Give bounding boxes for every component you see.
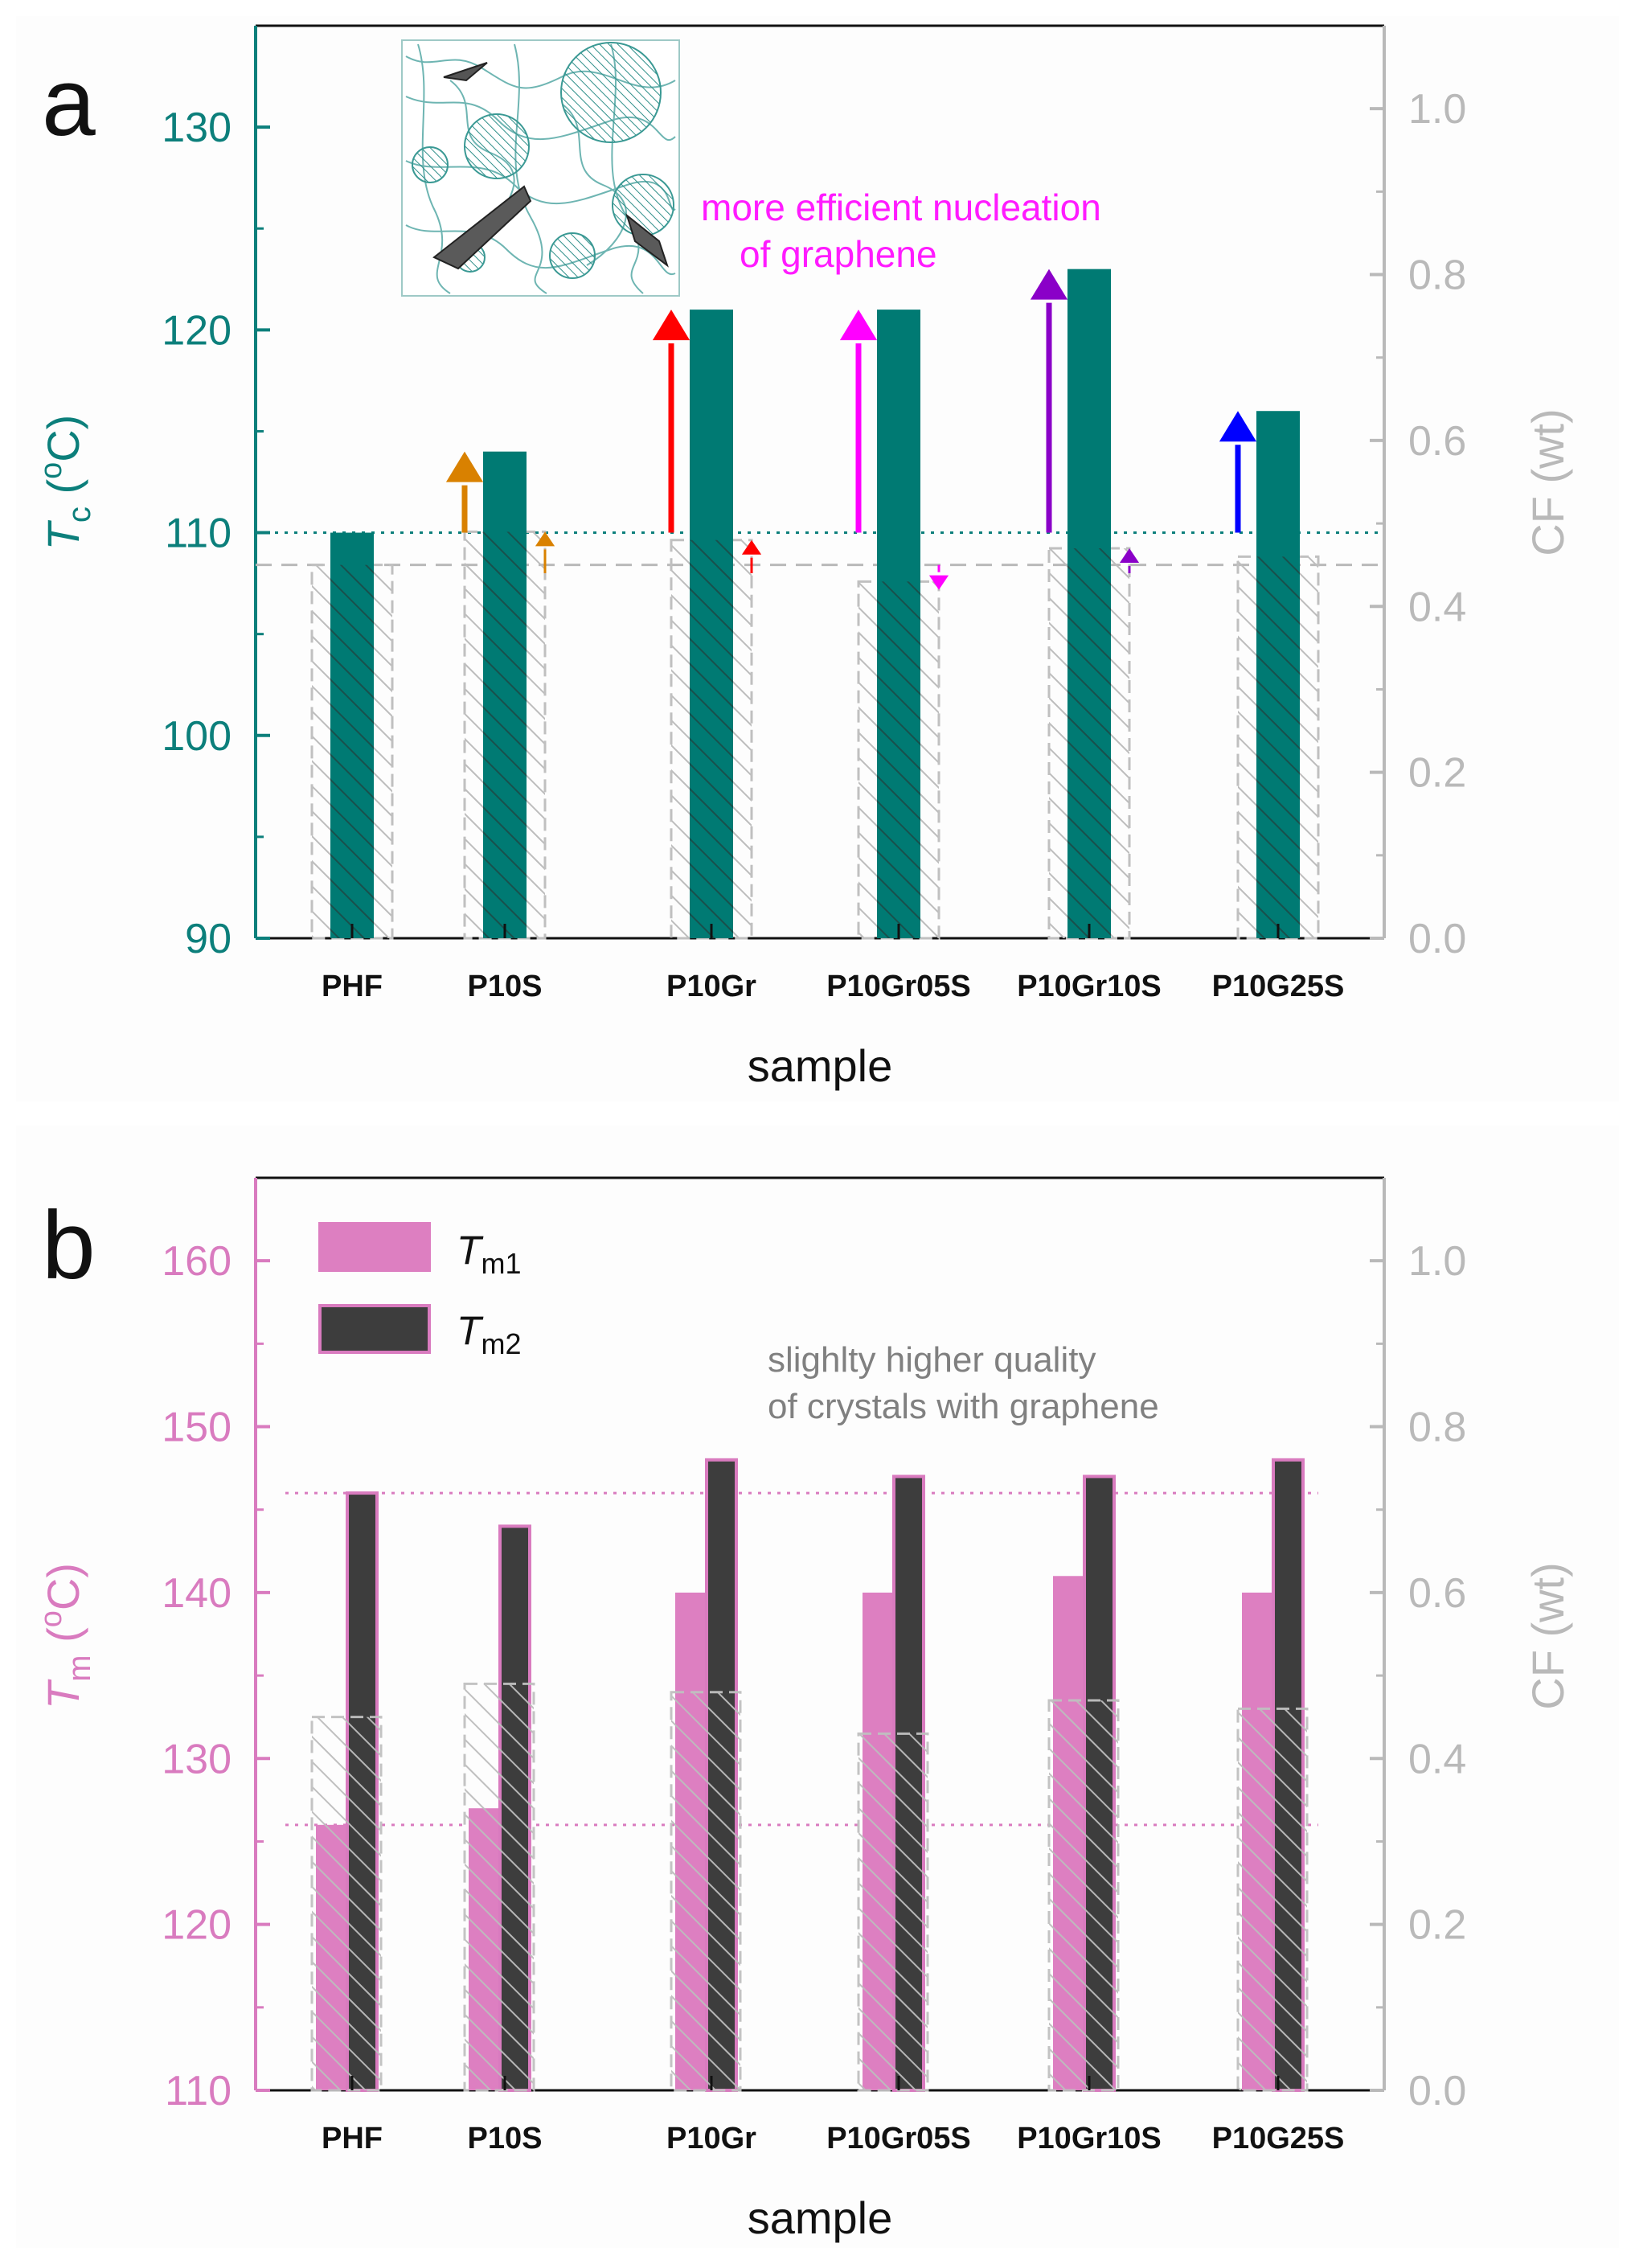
legend-swatch-tm1 <box>318 1222 431 1272</box>
panel-b-category-label: P10Gr <box>666 2122 756 2155</box>
panel-b-category-label: P10G25S <box>1212 2122 1345 2155</box>
panel-b-left-tick-label: 150 <box>162 1405 232 1451</box>
panel-a-category-label: PHF <box>322 970 383 1003</box>
panel-b-category-label: P10Gr10S <box>1017 2122 1162 2155</box>
panel-a-right-tick-label: 0.2 <box>1408 750 1466 797</box>
legend-label-tm2: Tm2 <box>457 1308 522 1360</box>
panel-b-cf-bar <box>1236 1707 1309 2092</box>
panel-a-right-tick-label: 1.0 <box>1408 86 1466 133</box>
panel-b-background <box>16 1126 1619 2248</box>
inset-image <box>401 39 680 297</box>
panel-b-left-tick-label: 130 <box>162 1736 232 1782</box>
panel-b-right-tick-label: 0.4 <box>1408 1736 1466 1782</box>
panel-b-category-label: P10S <box>468 2122 543 2155</box>
panel-a-right-tick-label: 0.4 <box>1408 584 1466 630</box>
panel-a-letter: a <box>42 48 96 156</box>
panel-a-tc-arrow-head <box>1030 269 1068 300</box>
panel-b-cf-bar <box>1047 1699 1120 2092</box>
panel-b-cf-bar <box>670 1691 742 2092</box>
panel-b-right-tick-label: 1.0 <box>1408 1238 1466 1285</box>
panel-b-left-tick-label: 160 <box>162 1238 232 1285</box>
panel-b-axes <box>254 1176 1386 2092</box>
panel-a-category-label: P10Gr05S <box>826 970 971 1003</box>
panel-a-overlap-hatch <box>1067 548 1111 938</box>
panel-a-category-label: P10S <box>468 970 543 1003</box>
panel-b-right-tick-label: 0.2 <box>1408 1902 1466 1949</box>
panel-b-cf-bar <box>463 1682 535 2092</box>
panel-a-tc-arrow-head <box>839 310 878 341</box>
panel-a-cf-arrow-head <box>741 539 762 555</box>
panel-b-cf-bar <box>310 1716 383 2092</box>
panel-a-annotation-line2: of graphene <box>740 233 937 275</box>
panel-a-category-label: P10Gr10S <box>1017 970 1162 1003</box>
panel-b-left-tick-label: 110 <box>165 2068 232 2114</box>
panel-a-overlap-hatch <box>330 564 374 938</box>
panel-a-overlap-hatch <box>877 581 920 938</box>
panel-a-category-label: P10G25S <box>1212 970 1345 1003</box>
panel-b-left-tick-label: 120 <box>162 1902 232 1949</box>
panel-b-x-label: sample <box>748 2192 893 2243</box>
panel-a-annotation-line1: more efficient nucleation <box>701 187 1101 228</box>
panel-a-left-tick-label: 120 <box>162 307 232 354</box>
panel-b-cf-bar <box>857 1732 929 2092</box>
panel-a-y-label-left: Tc (oC) <box>35 415 97 551</box>
panel-a-left-tick-label: 110 <box>165 511 232 557</box>
panel-a-category-label: P10Gr <box>666 970 756 1003</box>
legend: Tm1 Tm2 <box>318 1222 522 1360</box>
panel-b-letter: b <box>42 1191 96 1299</box>
panel-b-y-label-left: Tm (oC) <box>35 1563 97 1709</box>
panel-b-right-tick-label: 0.0 <box>1408 2068 1466 2114</box>
panel-a-left-tick-label: 130 <box>162 105 232 151</box>
panel-a-overlap-hatch <box>690 539 733 938</box>
panel-a-y-label-right: CF (wt) <box>1522 408 1573 556</box>
legend-swatch-tm2 <box>318 1304 431 1354</box>
panel-a-axes <box>254 24 1386 940</box>
panel-a-left-tick-label: 100 <box>162 713 232 760</box>
panel-a-cf-arrow-head <box>1119 548 1140 564</box>
panel-a-left-tick-label: 90 <box>185 916 232 962</box>
panel-a-tc-arrow-head <box>445 451 484 482</box>
panel-b-right-tick-label: 0.8 <box>1408 1405 1466 1451</box>
panel-a-background <box>16 16 1619 1101</box>
panel-a-overlap-hatch <box>483 531 527 938</box>
panel-b-category-label: PHF <box>322 2122 383 2155</box>
legend-label-tm1: Tm1 <box>457 1228 522 1280</box>
panel-b-y-label-right: CF (wt) <box>1522 1562 1573 1710</box>
panel-b-right-tick-label: 0.6 <box>1408 1570 1466 1617</box>
panel-a-right-tick-label: 0.6 <box>1408 418 1466 465</box>
panel-a-right-tick-label: 0.8 <box>1408 252 1466 299</box>
panel-a-tc-arrow-head <box>652 310 690 341</box>
panel-a-cf-arrow-head <box>928 575 949 590</box>
panel-a-tc-arrow-head <box>1219 411 1257 442</box>
panel-b-annotation-line2: of crystals with graphene <box>768 1387 1159 1426</box>
panel-b-category-label: P10Gr05S <box>826 2122 971 2155</box>
panel-b-annotation-line1: slighlty higher quality <box>768 1340 1096 1380</box>
panel-a-overlap-hatch <box>1256 556 1300 938</box>
panel-a-cf-arrow-head <box>535 531 555 547</box>
panel-a-right-tick-label: 0.0 <box>1408 916 1466 962</box>
panel-b-left-tick-label: 140 <box>162 1570 232 1617</box>
panel-a: a <box>16 16 1619 1101</box>
panel-a-x-label: sample <box>748 1040 893 1091</box>
